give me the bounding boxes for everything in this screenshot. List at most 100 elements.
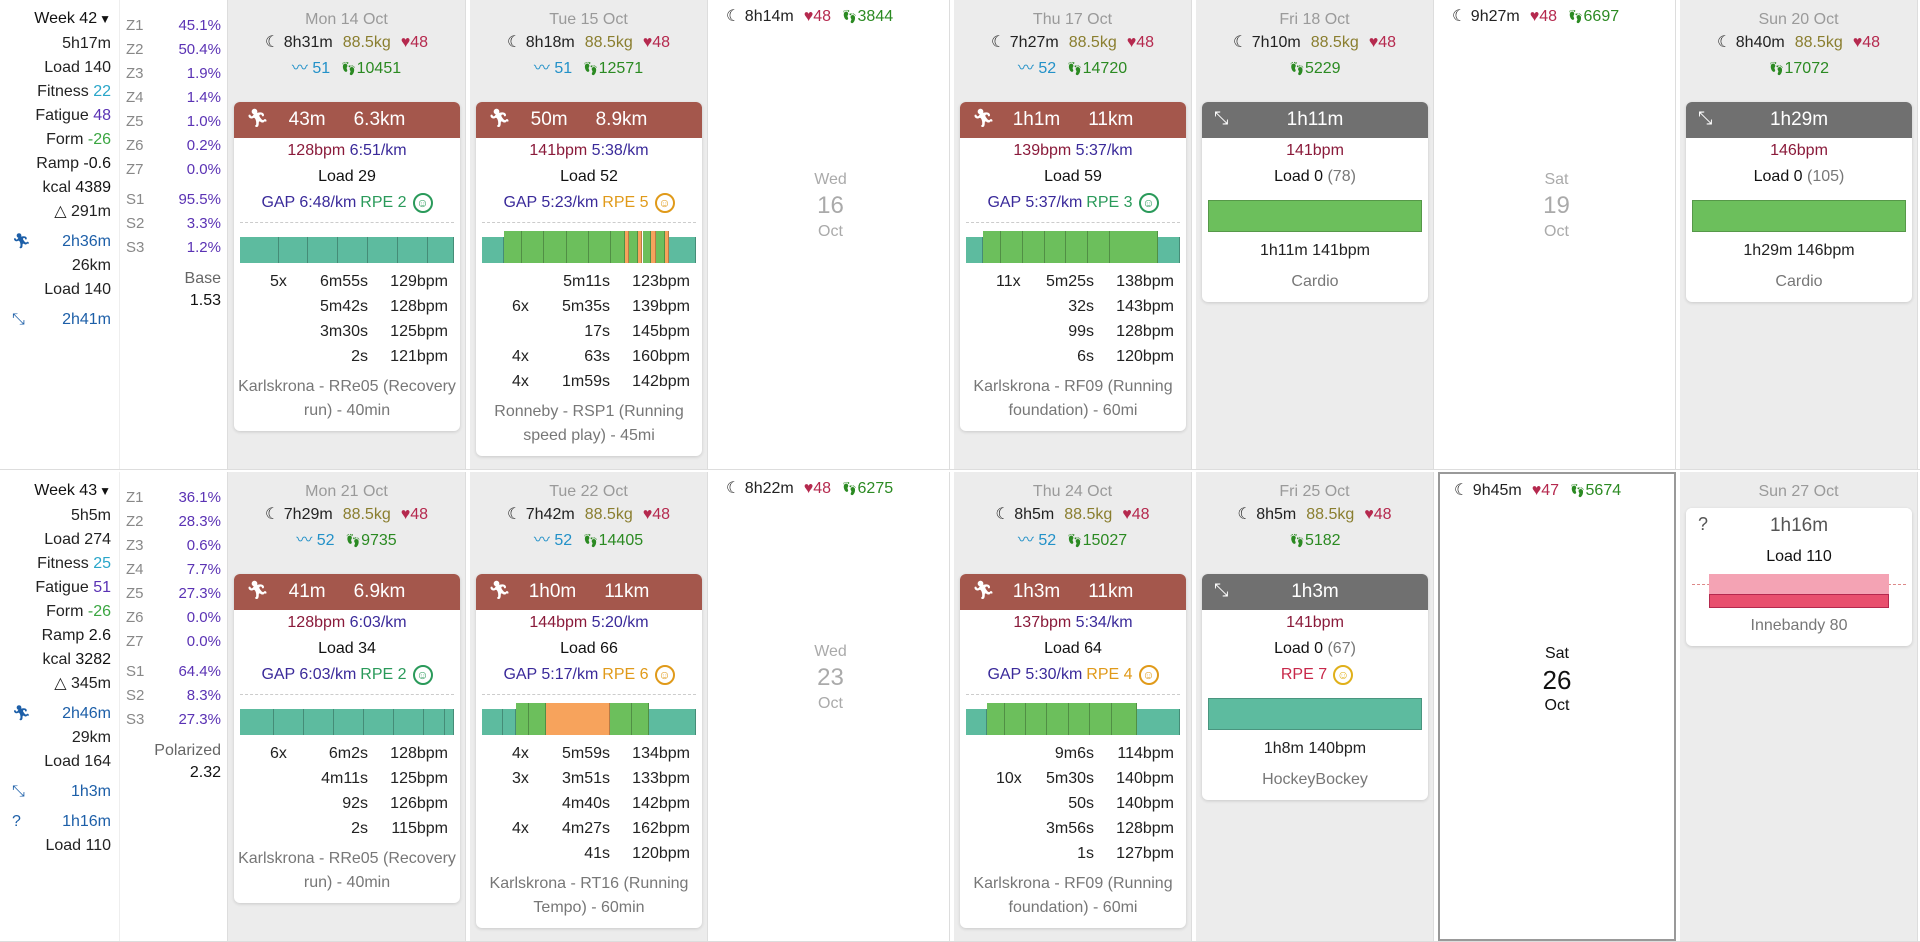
interval-row: 5m11s 123bpm	[512, 269, 702, 294]
activity-header: 🏃︎ 50m 8.9km	[476, 102, 702, 138]
interval-row: 4x 5m59s 134bpm	[512, 741, 702, 766]
interval-hr: 142bpm	[632, 795, 690, 812]
load-value: Load 64	[1044, 640, 1102, 657]
activity-card[interactable]: 🏃︎ 43m 6.3km 128bpm 6:51/km Load 29 GAP 6:48/…	[234, 102, 460, 431]
zone-label: Z4	[126, 89, 144, 106]
day-cell-wed[interactable]: ☾ 8h14m ♥48 👣︎3844 Wed 16 Oct	[712, 0, 950, 469]
activity-name: Karlskrona - RT16 (Running Tempo) - 60mi…	[489, 875, 689, 916]
week-selector[interactable]: Week 43 ▼	[8, 482, 111, 500]
activity-card[interactable]: ⤡ 1h3m 141bpm Load 0 (67) RPE 7 ☺ 1h8m 140bpm H…	[1202, 574, 1428, 800]
week-form: Form -26	[8, 128, 111, 152]
run-distance: 29km	[71, 729, 111, 746]
activity-card[interactable]: 🏃︎ 50m 8.9km 141bpm 5:38/km Load 52 GAP 5:23/…	[476, 102, 702, 456]
activity-distance: 8.9km	[595, 109, 648, 130]
day-cell-tue[interactable]: Tue 15 Oct ☾ 8h18m 88.5kg ♥48 〰 51 👣︎12571 🏃︎ 5…	[470, 0, 708, 469]
other-summary[interactable]: ⤡ 2h41m	[8, 308, 111, 332]
day-cell-sat[interactable]: ☾ 9h45m ♥47 👣︎5674 Sat 26 Oct	[1438, 472, 1676, 941]
zone-summary: Z1 36.1% Z2 28.3% Z3 0.6% Z4 7.7% Z5 27.3% Z6 0.0% Z…	[120, 472, 228, 941]
planned-load-chart	[1692, 574, 1906, 608]
weight-value: 88.5kg	[1794, 34, 1843, 51]
activity-card[interactable]: 🏃︎ 1h3m 11km 137bpm 5:34/km Load 64 GAP 5:30/…	[960, 574, 1186, 928]
zone-segment	[544, 231, 567, 263]
week-selector[interactable]: Week 42 ▼	[8, 10, 111, 28]
run-summary[interactable]: 🏃︎ 2h46m	[8, 702, 111, 726]
interval-count: 6x	[512, 298, 529, 315]
intervals-list: 9m6s 114bpm 10x 5m30s 140bpm 50s 140bpm 3m56s 12…	[960, 741, 1186, 866]
runner-icon: 🏃︎	[12, 233, 32, 250]
steps-value: 15027	[1082, 532, 1128, 549]
zone-segment	[987, 703, 1005, 735]
intervals-list: 6x 6m2s 128bpm 4m11s 125bpm 92s 126bpm 2s 115bpm	[234, 741, 460, 841]
day-cell-fri[interactable]: Fri 18 Oct ☾ 7h10m 88.5kg ♥48 👣︎5229 ⤡ 1h11m 14…	[1196, 0, 1434, 469]
day-cell-thu[interactable]: Thu 24 Oct ☾ 8h5m 88.5kg ♥48 〰 52 👣︎15027 🏃︎ 1h…	[954, 472, 1192, 941]
s-zone-row: S2 3.3%	[126, 212, 221, 236]
interval-duration: 5m59s	[561, 745, 610, 762]
day-cell-thu[interactable]: Thu 17 Oct ☾ 7h27m 88.5kg ♥48 〰 52 👣︎14720 🏃︎ 1…	[954, 0, 1192, 469]
day-cell-wed[interactable]: ☾ 8h22m ♥48 👣︎6275 Wed 23 Oct	[712, 472, 950, 941]
activity-distance: 11km	[1088, 581, 1134, 602]
interval-duration: 5m25s	[1045, 273, 1094, 290]
sleep-item: ☾ 7h27m	[991, 30, 1059, 56]
zone-label: Z7	[126, 161, 144, 178]
empty-day-date: Sat 19 Oct	[1438, 170, 1675, 242]
s-zone-value: 1.2%	[186, 239, 221, 256]
wellness-row: ☾ 9h45m ♥47 👣︎5674	[1440, 474, 1674, 504]
activity-card[interactable]: 🏃︎ 41m 6.9km 128bpm 6:03/km Load 34 GAP 6:03/…	[234, 574, 460, 903]
resting-hr-value: 48	[652, 34, 671, 51]
interval-row: 50s 140bpm	[996, 791, 1186, 816]
smiley-icon: ☺	[412, 664, 433, 685]
interval-duration: 41s	[584, 845, 610, 862]
interval-count: 4x	[512, 745, 529, 762]
day-cell-mon[interactable]: Mon 21 Oct ☾ 7h29m 88.5kg ♥48 〰 52 👣︎9735 🏃︎ 41…	[228, 472, 466, 941]
steps-item: 👣︎9735	[345, 528, 397, 554]
gap-value: GAP 6:48/km	[261, 194, 357, 211]
interval-hr: 138bpm	[1116, 273, 1174, 290]
interval-count	[996, 344, 1032, 369]
heart-item: ♥48	[401, 30, 428, 56]
load-sub: (105)	[1807, 168, 1845, 185]
wellness-row-2: 〰 52 👣︎14720	[954, 56, 1191, 82]
divider	[966, 694, 1180, 695]
activity-card[interactable]: 🏃︎ 1h0m 11km 144bpm 5:20/km Load 66 GAP 5:17/…	[476, 574, 702, 928]
interval-duration: 5m11s	[563, 273, 610, 290]
smiley-icon: ☺	[1138, 664, 1159, 685]
hrv-value: 51	[312, 60, 331, 77]
resting-hr-value: 48	[813, 8, 832, 25]
wellness-row: ☾ 8h5m 88.5kg ♥48	[1196, 502, 1433, 528]
s-zone-label: S3	[126, 239, 145, 256]
day-cell-fri[interactable]: Fri 25 Oct ☾ 8h5m 88.5kg ♥48 👣︎5182 ⤡ 1h3m 141b…	[1196, 472, 1434, 941]
smiley-icon: ☺	[1333, 664, 1354, 685]
interval-duration: 5m42s	[319, 298, 368, 315]
hr-zone-chart	[966, 701, 1180, 735]
activity-header: 🏃︎ 1h0m 11km	[476, 574, 702, 610]
day-cell-mon[interactable]: Mon 14 Oct ☾ 8h31m 88.5kg ♥48 〰 51 👣︎10451 🏃︎ 4…	[228, 0, 466, 469]
activity-card[interactable]: ? 1h16m Load 110 Innebandy 80	[1686, 508, 1912, 646]
activity-card[interactable]: ⤡ 1h29m 146bpm Load 0 (105) 1h29m 146bpm Card…	[1686, 102, 1912, 302]
activity-card[interactable]: ⤡ 1h11m 141bpm Load 0 (78) 1h11m 141bpm Cardi…	[1202, 102, 1428, 302]
week-time: 5h17m	[62, 35, 111, 52]
resting-hr-value: 48	[1136, 34, 1155, 51]
footsteps-icon: 👣︎	[1567, 9, 1584, 24]
interval-hr: 128bpm	[1116, 820, 1174, 837]
other-summary[interactable]: ⤡ 1h3m	[8, 780, 111, 804]
sleep-item: ☾ 7h10m	[1233, 30, 1301, 56]
activity-distance: 11km	[604, 581, 650, 602]
run-summary[interactable]: 🏃︎ 2h36m	[8, 230, 111, 254]
activity-card[interactable]: 🏃︎ 1h1m 11km 139bpm 5:37/km Load 59 GAP 5:37/…	[960, 102, 1186, 431]
interval-count	[996, 294, 1032, 319]
other-summary[interactable]: ? 1h16m	[8, 810, 111, 834]
avg-hr: 128bpm	[287, 142, 346, 159]
empty-day-date: Sat 26 Oct	[1440, 644, 1674, 716]
sleep-item: ☾ 8h5m	[995, 502, 1054, 528]
day-cell-tue[interactable]: Tue 22 Oct ☾ 7h42m 88.5kg ♥48 〰 52 👣︎14405 🏃︎ 1…	[470, 472, 708, 941]
day-cell-sun[interactable]: Sun 20 Oct ☾ 8h40m 88.5kg ♥48 👣︎17072 ⤡ 1h29m 1…	[1680, 0, 1918, 469]
zone-segment	[610, 703, 632, 735]
load-value: Load 0	[1274, 168, 1324, 185]
form-value: -26	[87, 603, 111, 620]
footsteps-icon: 👣︎	[1767, 61, 1785, 76]
zone-value: 7.7%	[186, 561, 221, 578]
day-of-week: Sat	[1544, 645, 1569, 662]
day-cell-sat[interactable]: ☾ 9h27m ♥48 👣︎6697 Sat 19 Oct	[1438, 0, 1676, 469]
sleep-value: 7h27m	[1009, 34, 1059, 51]
day-cell-sun[interactable]: Sun 27 Oct? 1h16m Load 110 Innebandy 80	[1680, 472, 1918, 941]
